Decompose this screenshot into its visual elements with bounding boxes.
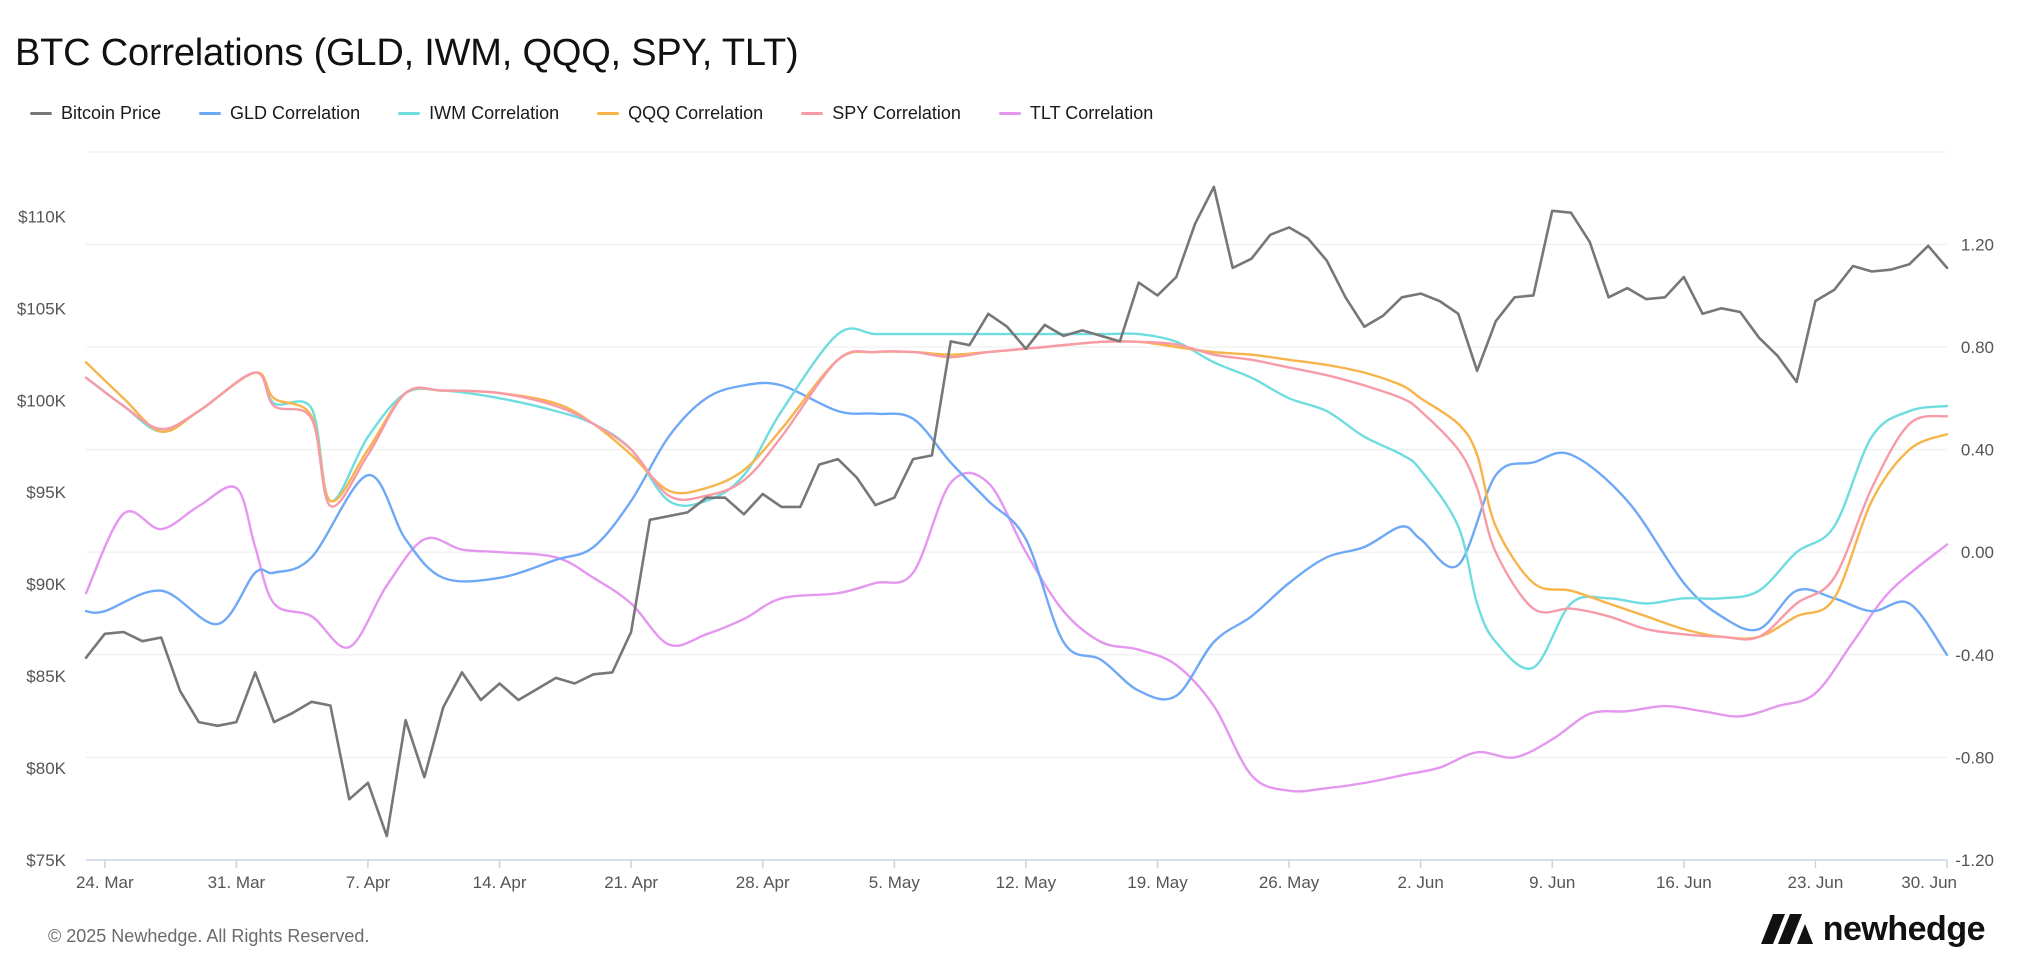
x-tick-label: 30. Jun	[1901, 873, 1957, 892]
legend-swatch-gld-correlation	[199, 112, 222, 115]
chart-legend: Bitcoin Price GLD Correlation IWM Correl…	[30, 103, 1191, 124]
series-line-tlt-correlation[interactable]	[84, 471, 1949, 793]
legend-swatch-iwm-correlation	[398, 112, 421, 115]
series-line-bitcoin-price[interactable]	[84, 185, 1949, 838]
x-tick-label: 26. May	[1259, 873, 1320, 892]
y-right-tick-label: -1.20	[1955, 851, 1994, 870]
brand-name: newhedge	[1822, 910, 1986, 948]
y-left-tick-label: $100K	[17, 391, 67, 410]
copyright-text: © 2025 Newhedge. All Rights Reserved.	[48, 926, 370, 946]
legend-item-tlt-correlation[interactable]: TLT Correlation	[998, 103, 1154, 124]
series-line-qqq-correlation[interactable]	[84, 340, 1949, 640]
chart-title: BTC Correlations (GLD, IWM, QQQ, SPY, TL…	[15, 32, 799, 74]
y-left-tick-label: $105K	[17, 299, 67, 318]
y-left-tick-label: $90K	[26, 575, 66, 594]
legend-swatch-spy-correlation	[801, 112, 824, 115]
grid-lines	[86, 151, 1947, 758]
legend-item-iwm-correlation[interactable]: IWM Correlation	[398, 103, 559, 124]
legend-label-bitcoin-price: Bitcoin Price	[61, 103, 162, 123]
brand-logo[interactable]: newhedge	[1760, 910, 1986, 948]
series-line-spy-correlation[interactable]	[84, 340, 1949, 641]
legend-item-spy-correlation[interactable]: SPY Correlation	[801, 103, 961, 124]
y-right-tick-label: 1.20	[1961, 235, 1994, 254]
legend-label-iwm-correlation: IWM Correlation	[429, 103, 560, 123]
y-left-tick-label: $110K	[18, 207, 67, 226]
x-tick-label: 23. Jun	[1788, 873, 1844, 892]
x-tick-label: 16. Jun	[1656, 873, 1712, 892]
x-tick-label: 21. Apr	[604, 873, 658, 892]
legend-swatch-tlt-correlation	[998, 112, 1021, 115]
y-right-tick-label: -0.80	[1955, 748, 1994, 767]
y-left-tick-label: $75K	[26, 851, 66, 870]
y-right-tick-label: 0.00	[1961, 543, 1994, 562]
legend-label-gld-correlation: GLD Correlation	[230, 103, 361, 123]
x-tick-label: 9. Jun	[1529, 873, 1575, 892]
legend-label-spy-correlation: SPY Correlation	[832, 103, 961, 123]
legend-item-bitcoin-price[interactable]: Bitcoin Price	[30, 103, 161, 124]
y-left-tick-label: $80K	[26, 759, 66, 778]
series-lines	[84, 185, 1949, 838]
x-tick-label: 5. May	[869, 873, 921, 892]
legend-swatch-qqq-correlation	[597, 112, 620, 115]
y-left-tick-label: $95K	[26, 483, 66, 502]
series-line-iwm-correlation[interactable]	[84, 327, 1949, 670]
x-tick-label: 19. May	[1127, 873, 1188, 892]
x-tick-label: 7. Apr	[346, 873, 391, 892]
x-tick-label: 28. Apr	[736, 873, 790, 892]
series-line-gld-correlation[interactable]	[84, 381, 1949, 701]
legend-label-tlt-correlation: TLT Correlation	[1029, 103, 1154, 123]
axes: -1.20 -0.80 -0.40 0.00 0.40 0.80 1.20 $75K $80K $…	[17, 207, 1994, 892]
y-right-tick-label: -0.40	[1955, 646, 1994, 665]
y-right-tick-label: 0.40	[1961, 441, 1994, 460]
y-left-tick-label: $85K	[26, 667, 66, 686]
legend-item-qqq-correlation[interactable]: QQQ Correlation	[597, 103, 763, 124]
x-tick-label: 2. Jun	[1398, 873, 1444, 892]
x-tick-label: 31. Mar	[208, 873, 266, 892]
legend-swatch-bitcoin-price	[30, 112, 52, 115]
legend-label-qqq-correlation: QQQ Correlation	[628, 103, 764, 123]
y-right-tick-label: 0.80	[1961, 338, 1994, 357]
legend-item-gld-correlation[interactable]: GLD Correlation	[199, 103, 360, 124]
newhedge-logo-icon	[1760, 914, 1813, 944]
x-tick-label: 24. Mar	[76, 873, 134, 892]
x-tick-label: 14. Apr	[473, 873, 527, 892]
x-tick-label: 12. May	[996, 873, 1057, 892]
